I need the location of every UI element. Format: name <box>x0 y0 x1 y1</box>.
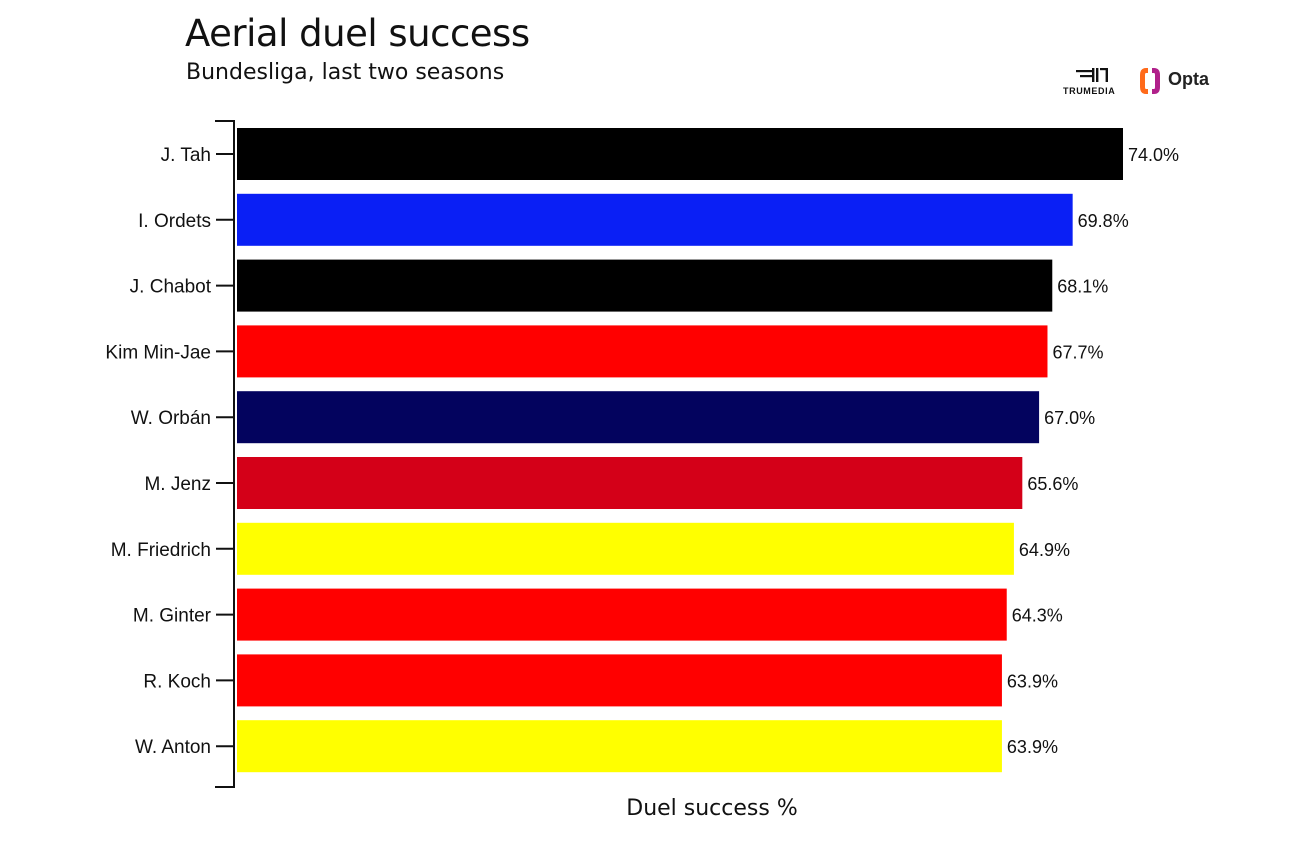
opta-logo: Opta <box>1138 65 1238 99</box>
chart-subtitle: Bundesliga, last two seasons <box>186 60 505 85</box>
bar-value-label: 74.0% <box>1128 145 1179 165</box>
opta-logo-mark-icon <box>1140 68 1160 94</box>
bar-value-label: 68.1% <box>1057 277 1108 297</box>
bars: 74.0% 69.8% 68.1% 67.7% 67.0% 65.6% 64.9% 64.3%… <box>237 128 1179 773</box>
logos: TRUMEDIA Opta <box>1060 62 1240 102</box>
y-tick-label: W. Anton <box>135 737 211 758</box>
bar <box>237 588 1007 641</box>
bar <box>237 193 1073 246</box>
bar-value-label: 69.8% <box>1078 211 1129 231</box>
y-tick-label: R. Koch <box>143 671 211 692</box>
bar <box>237 654 1002 707</box>
bar <box>237 259 1053 312</box>
y-tick-label: J. Chabot <box>130 277 212 298</box>
y-tick-label: M. Jenz <box>144 474 211 495</box>
y-tick-label: M. Friedrich <box>111 540 211 561</box>
y-tick-label: W. Orbán <box>131 408 211 429</box>
y-tick-label: M. Ginter <box>133 606 212 627</box>
bar <box>237 720 1002 773</box>
trumedia-logo-mark-icon <box>1076 68 1108 82</box>
bar-value-label: 63.9% <box>1007 737 1058 757</box>
trumedia-logo: TRUMEDIA <box>1060 62 1132 98</box>
bar <box>237 457 1023 509</box>
y-tick-label: Kim Min-Jae <box>105 342 211 363</box>
bar <box>237 522 1014 575</box>
bar-value-label: 67.0% <box>1044 408 1095 428</box>
bar <box>237 325 1048 378</box>
bar <box>237 391 1040 444</box>
bar-value-label: 63.9% <box>1007 671 1058 691</box>
bar-value-label: 65.6% <box>1027 474 1078 494</box>
y-tick-label: J. Tah <box>161 145 211 166</box>
trumedia-wordmark: TRUMEDIA <box>1063 86 1116 96</box>
bar-value-label: 64.3% <box>1012 606 1063 626</box>
x-axis-label: Duel success % <box>626 796 798 821</box>
bar-value-label: 64.9% <box>1019 540 1070 560</box>
chart-title: Aerial duel success <box>185 12 530 55</box>
bar <box>237 128 1123 180</box>
bar-value-label: 67.7% <box>1052 342 1103 362</box>
opta-wordmark: Opta <box>1168 69 1210 89</box>
y-axis: J. Tah I. Ordets J. Chabot Kim Min-Jae W. Or… <box>105 120 235 788</box>
y-tick-label: I. Ordets <box>138 211 211 232</box>
